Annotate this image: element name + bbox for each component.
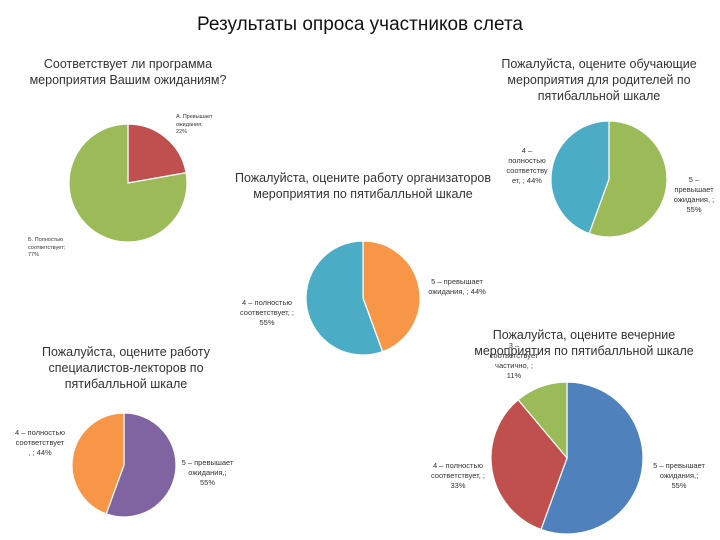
chart-4-label-4: 4 – полностью соответствует , ; 44% (14, 428, 66, 458)
chart-4-label-4-value: 44% (36, 448, 52, 457)
chart-2-label-5-text: 5 – превышает ожидания, ; (673, 175, 715, 204)
chart-3-slice-2 (305, 240, 384, 356)
chart-1-label-b-value: 77% (28, 252, 40, 258)
chart-4-label-5-text: 5 – превышает ожидания,; (181, 458, 234, 477)
chart-4-label-5-value: 55% (199, 478, 215, 487)
chart-1-title: Соответствует ли программа мероприятия В… (29, 57, 227, 87)
chart-4-slice-2 (71, 412, 125, 515)
chart-2-label-5-value: 55% (686, 205, 702, 214)
chart-5-title: Пожалуйста, оцените вечерние мероприятия… (474, 328, 694, 358)
chart-3-label-5: 5 – превышает ожидания, ; 44% (422, 277, 492, 297)
chart-1-label-b-text: Б. Полностью соответствует; (28, 237, 66, 251)
chart-5-slice-1 (540, 381, 644, 535)
chart-5-label-4-text: 4 – полностью соответствует, ; (430, 461, 486, 480)
chart-4-slice-1 (105, 412, 177, 518)
chart-3-title: Пожалуйста, оцените работу организаторов… (234, 171, 492, 201)
chart-5-slice-3 (517, 381, 568, 460)
chart-2-label-4-value: 44% (526, 176, 542, 185)
chart-2-label-4-text: 4 – полностью соответству ет, ; (506, 146, 548, 185)
chart-2-label-4: 4 – полностью соответству ет, ; 44% (505, 146, 549, 186)
chart-2-label-5: 5 – превышает ожидания, ; 55% (670, 175, 718, 215)
chart-1-label-a-text: А. Превышает ожидания; (176, 114, 213, 128)
pie-chart-5 (490, 381, 644, 535)
chart-5-label-3-value: 11% (506, 371, 522, 380)
chart-2-slice-2 (550, 120, 610, 235)
chart-4-label-4-text: 4 – полностью соответствует , ; (15, 428, 65, 457)
pie-chart-2 (550, 120, 668, 238)
chart-2-title: Пожалуйста, оцените обучающие мероприяти… (501, 57, 697, 103)
chart-3-label-5-text: 5 – превышает ожидания, ; (428, 277, 483, 296)
chart-5-label-3: 3 – соответствует частично, ; 11% (488, 341, 540, 381)
chart-4-label-5: 5 – превышает ожидания,; 55% (180, 458, 235, 488)
chart-5-label-4: 4 – полностью соответствует, ; 33% (423, 461, 493, 491)
chart-4-title: Пожалуйста, оцените работу специалистов-… (41, 345, 211, 391)
chart-1-label-b: Б. Полностью соответствует; 77% (28, 237, 90, 260)
chart-2-slice-1 (588, 120, 668, 238)
chart-3-label-5-value: 44% (470, 287, 486, 296)
pie-chart-4 (71, 412, 177, 518)
chart-5-label-3-text: 3 – соответствует частично, ; (489, 341, 539, 370)
chart-3-label-4-value: 55% (259, 318, 275, 327)
chart-1-slice-2 (68, 123, 188, 243)
chart-5-slice-2 (490, 398, 568, 531)
pie-chart-1 (68, 123, 188, 243)
chart-5-label-4-value: 33% (450, 481, 466, 490)
page-title: Результаты опроса участников слета (197, 14, 523, 35)
chart-3-label-4-text: 4 – полностью соответствует, ; (239, 298, 295, 317)
chart-1-label-a: А. Превышает ожидания; 22% (176, 114, 236, 137)
chart-1-slice-1 (127, 123, 187, 184)
chart-3-label-4: 4 – полностью соответствует, ; 55% (233, 298, 301, 328)
chart-5-label-5-value: 55% (671, 481, 687, 490)
chart-1-label-a-value: 22% (176, 129, 188, 135)
chart-5-label-5-text: 5 – превышает ожидания,; (653, 461, 705, 480)
chart-3-slice-1 (362, 240, 421, 353)
pie-chart-3 (305, 240, 421, 356)
chart-5-label-5: 5 – превышает ожидания,; 55% (645, 461, 713, 491)
